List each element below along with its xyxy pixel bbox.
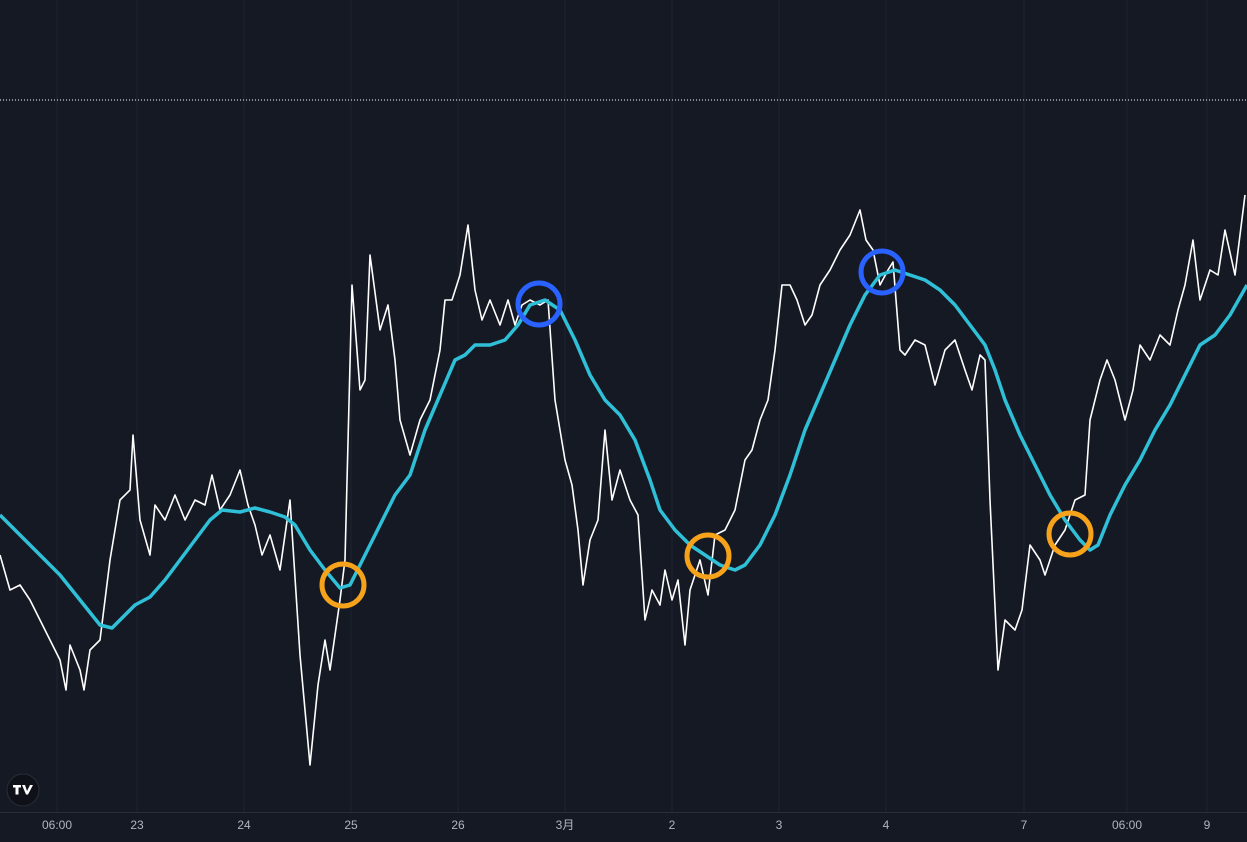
logo-mark (13, 785, 33, 795)
series-line (0, 194, 1246, 766)
x-tick-label: 06:00 (1112, 818, 1142, 832)
logo-badge (6, 773, 40, 807)
series-line (0, 268, 1247, 630)
signal-marker (515, 280, 563, 328)
x-tick-label: 7 (1021, 818, 1028, 832)
x-tick-label: 4 (883, 818, 890, 832)
x-tick-label: 06:00 (42, 818, 72, 832)
signal-marker (858, 248, 906, 296)
x-tick-label: 24 (237, 818, 251, 832)
x-tick-label: 3 (776, 818, 783, 832)
x-tick-label: 26 (451, 818, 465, 832)
x-tick-label: 9 (1204, 818, 1211, 832)
logo (6, 773, 40, 807)
x-tick-label: 23 (130, 818, 144, 832)
x-tick-label: 3月 (556, 818, 575, 832)
signal-marker (319, 561, 367, 609)
signal-marker (1046, 510, 1094, 558)
x-tick-label: 25 (344, 818, 358, 832)
x-tick-label: 2 (669, 818, 676, 832)
signal-marker (684, 532, 732, 580)
